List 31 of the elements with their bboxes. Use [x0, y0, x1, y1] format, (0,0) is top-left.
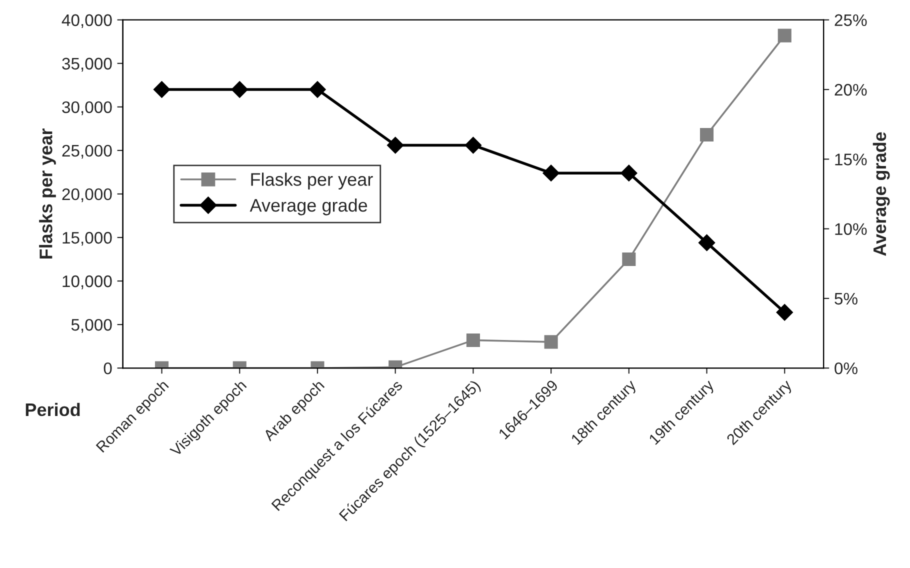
- y2-tick-label: 20%: [834, 84, 867, 96]
- y2-axis-title: Average grade: [872, 132, 890, 256]
- y-tick-label: 30,000: [62, 101, 112, 116]
- point: [309, 81, 326, 98]
- point: [231, 81, 248, 98]
- y-tick-label: 35,000: [62, 58, 112, 72]
- point: [542, 164, 560, 182]
- y-tick-label: 15,000: [62, 232, 112, 246]
- point: [698, 234, 716, 252]
- y2-tick-label: 10%: [835, 223, 867, 235]
- y-tick-label: 10,000: [62, 275, 112, 290]
- y-axis-title: Flasks per year: [39, 128, 56, 259]
- point: [776, 304, 793, 321]
- y2-tick-label: 15%: [835, 154, 867, 166]
- x-axis-title: Period: [26, 402, 80, 416]
- y-tick-label: 25,000: [62, 144, 112, 159]
- legend-label: Flasks per year: [251, 172, 373, 190]
- y-tick-label: 5,000: [71, 318, 112, 333]
- y-tick-label: 0: [104, 362, 112, 374]
- point: [700, 128, 714, 142]
- y2-tick-label: 5%: [834, 292, 858, 305]
- y-tick-label: 20,000: [62, 188, 112, 202]
- y2-tick-label: 25%: [834, 14, 867, 26]
- point: [778, 28, 792, 42]
- point: [620, 164, 638, 182]
- point: [153, 81, 170, 98]
- point: [386, 136, 404, 154]
- legend-label: Average grade: [250, 198, 368, 216]
- point: [464, 136, 482, 154]
- y2-tick-label: 0%: [834, 362, 858, 374]
- y-tick-label: 40,000: [62, 14, 112, 28]
